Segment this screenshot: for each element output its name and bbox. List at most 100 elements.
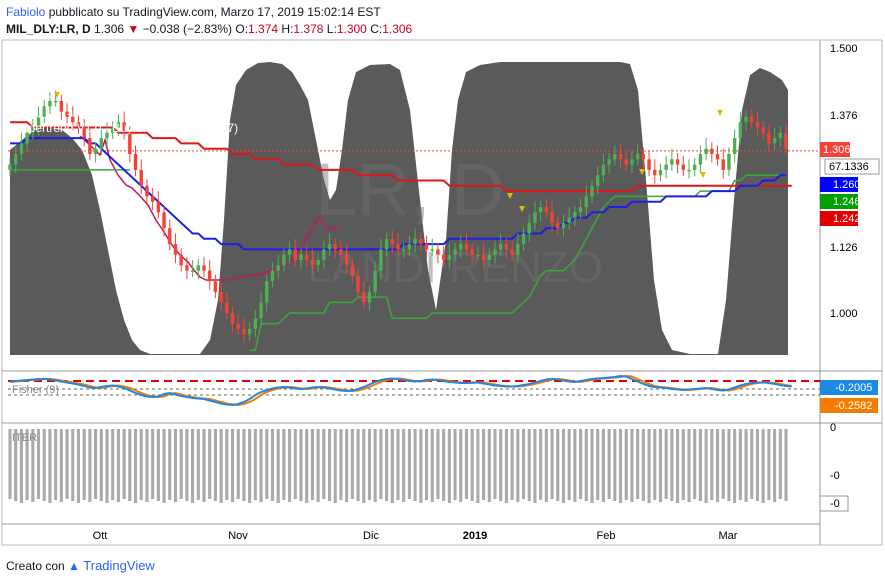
iter-bar (750, 429, 754, 499)
legend-item-mm50[interactable]: mm50 (14, 70, 48, 84)
iter-bar (71, 429, 75, 501)
iter-bar (407, 429, 411, 499)
candle-body (287, 249, 292, 255)
sell-signal-icon (519, 206, 525, 212)
candle-body (42, 106, 46, 117)
legend-item-stc[interactable]: STC_LB (10, 23, 50, 0.5) (14, 104, 147, 118)
iter-bar (573, 429, 577, 502)
candle-body (299, 254, 303, 260)
iter-bar (54, 429, 58, 500)
badge-text: 1.246 (833, 196, 861, 208)
candle-body (533, 212, 537, 223)
iter-bar (36, 429, 41, 499)
iter-bar (362, 429, 366, 503)
tradingview-link[interactable]: TradingView (83, 558, 155, 573)
iter-bar (333, 429, 337, 503)
iter-bar (493, 429, 497, 499)
iter-bar (453, 429, 457, 500)
fisher-badge-1: -0.2005 (820, 380, 878, 395)
candle-body (139, 169, 143, 186)
iter-bar (607, 429, 611, 499)
badge-bg (820, 177, 858, 192)
candle-body (521, 233, 526, 245)
iter-bar (738, 429, 742, 500)
candle-body (48, 101, 52, 107)
iter-bar (624, 429, 628, 500)
iter-bar (733, 429, 737, 503)
candle-body (698, 154, 703, 165)
iter-bar (350, 429, 354, 499)
price-axis[interactable]: 1.500 1.376 1.126 1.000 (830, 43, 858, 320)
candle-body (476, 254, 480, 257)
iter-bar (715, 429, 720, 502)
candle-body (168, 228, 172, 245)
supertrend-line (10, 169, 786, 351)
close-label: C: (370, 22, 383, 36)
iter-bar (367, 429, 372, 500)
iter-bar (76, 429, 81, 503)
iter-bar (550, 429, 554, 499)
x-tick-label: Dic (363, 530, 379, 542)
iter-bar (447, 429, 451, 503)
x-tick-label: 2019 (463, 530, 487, 542)
iter-bar (179, 429, 183, 499)
iter-bar (225, 429, 229, 500)
candle-body (732, 138, 737, 154)
footer: Creato con ▲ TradingView (6, 558, 155, 573)
iter-bar (31, 429, 35, 502)
candle-body (413, 238, 417, 245)
candle-body (25, 132, 29, 144)
iter-bar (521, 429, 526, 499)
candle-body (550, 212, 554, 223)
iter-bar (42, 429, 46, 501)
candle-body (88, 138, 92, 154)
candle-body (19, 143, 24, 154)
badge-bg (819, 495, 849, 512)
candle-body (761, 127, 765, 133)
candle-body (744, 116, 748, 123)
candle-body (670, 159, 674, 165)
time-axis[interactable]: Ott Nov Dic 2019 Feb Mar (93, 530, 738, 542)
iter-bar (767, 429, 771, 500)
candle-body (784, 132, 788, 149)
iter-tick-label: -0 (830, 470, 840, 482)
iter-bar (727, 429, 731, 501)
y-tick-label: 1.376 (830, 110, 858, 122)
candle-body (527, 222, 531, 234)
iter-bar (533, 429, 537, 503)
iter-bar (202, 429, 206, 502)
candle-body (53, 101, 58, 103)
candle-body (441, 254, 446, 260)
iter-bar (248, 429, 252, 503)
candle-body (681, 164, 685, 170)
y-tick-label: 1.000 (830, 308, 858, 320)
candle-body (111, 127, 115, 133)
legend-item-mm200[interactable]: mm200 (14, 87, 54, 101)
candle-body (721, 159, 725, 170)
candle-body (738, 122, 743, 139)
iter-bar (253, 429, 257, 500)
down-triangle-icon: ▼ (127, 22, 140, 36)
candle-body (316, 260, 320, 266)
candle-body (778, 132, 782, 139)
iter-badge: -0 (819, 495, 849, 512)
iter-bar (236, 429, 240, 499)
candle-body (213, 281, 218, 292)
iter-bar (94, 429, 98, 499)
iter-bar (396, 429, 400, 500)
candle-body (219, 291, 223, 303)
candle-body (755, 122, 760, 128)
iter-bar (168, 429, 172, 500)
candle-body (327, 244, 332, 250)
legend-item-supertrend[interactable]: Supertrend V1.0 - Buy or Sell Signal (3,… (14, 121, 238, 135)
candle-body (584, 196, 588, 207)
candle-body (362, 291, 366, 303)
author-link[interactable]: Fabiolo (6, 5, 46, 19)
candle-body (128, 132, 132, 154)
iter-bar (293, 429, 297, 499)
candle-body (236, 323, 240, 329)
iter-bar (373, 429, 377, 502)
candle-body (641, 154, 646, 160)
candle-body (635, 154, 640, 160)
